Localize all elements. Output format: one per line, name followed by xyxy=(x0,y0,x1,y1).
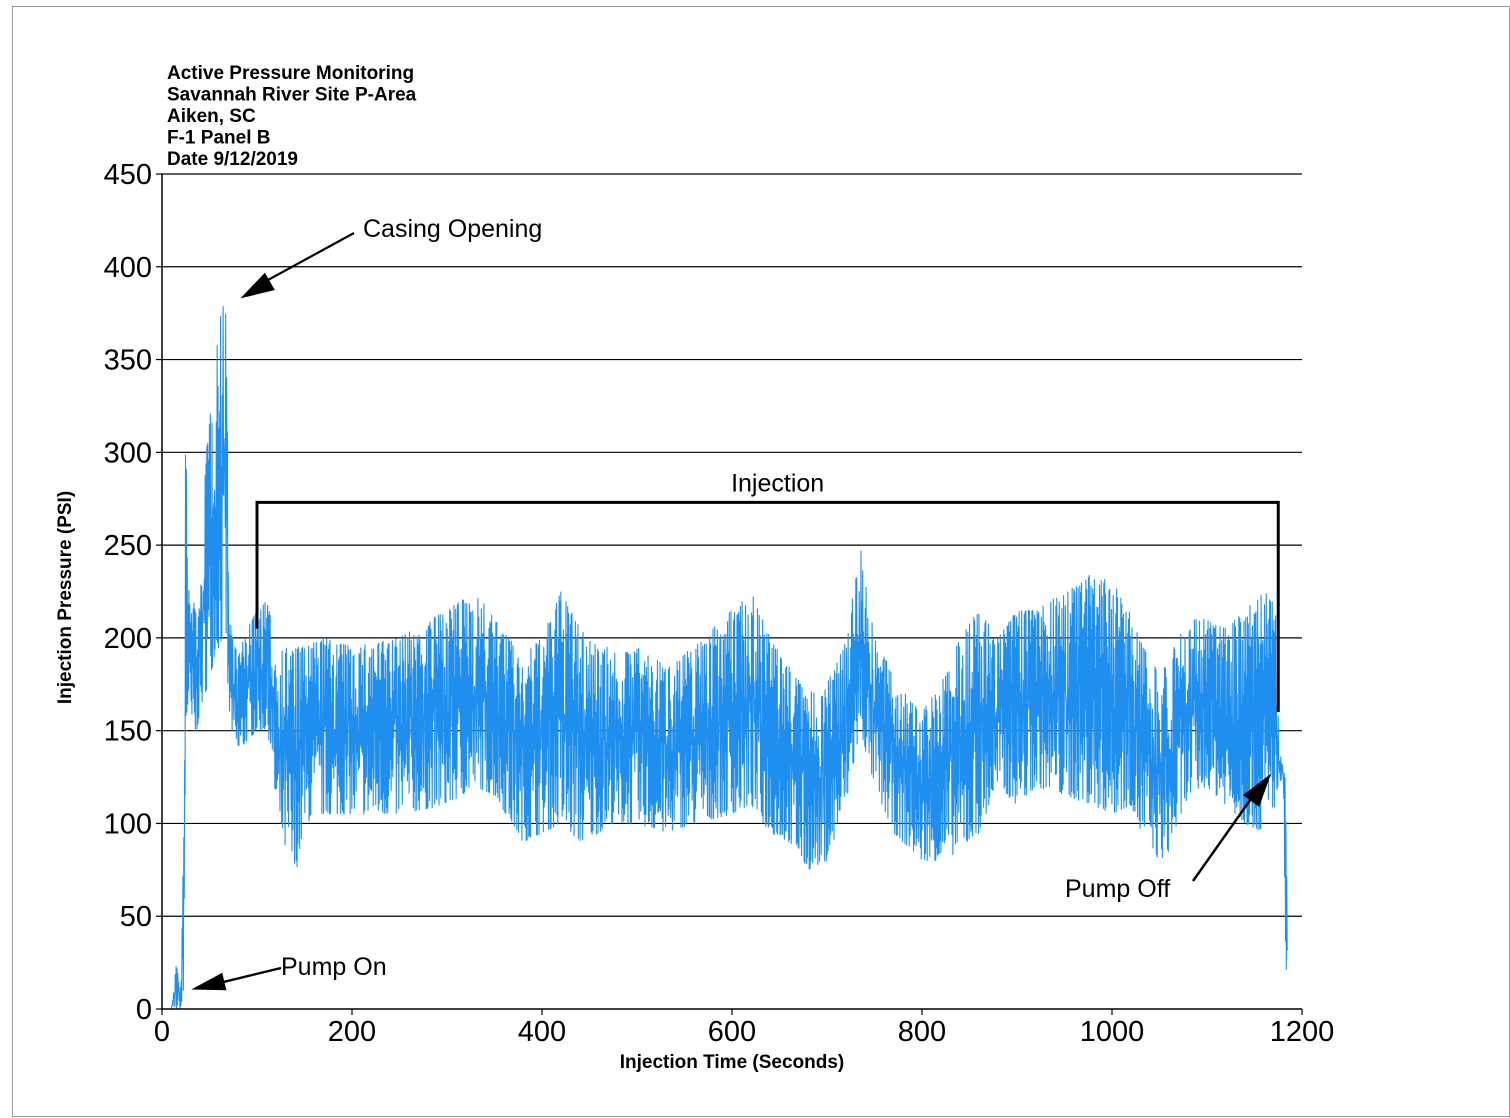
header-line-1: Active Pressure Monitoring xyxy=(167,63,414,84)
x-tick-label-600: 600 xyxy=(708,1016,756,1048)
y-tick-label-350: 350 xyxy=(104,345,152,377)
y-tick-label-250: 250 xyxy=(104,530,152,562)
pump-off-arrow-line xyxy=(1192,786,1261,882)
y-tick-label-50: 50 xyxy=(120,901,152,933)
x-tick-label-1000: 1000 xyxy=(1080,1016,1145,1048)
y-tick-label-400: 400 xyxy=(104,252,152,284)
header-line-3: Aiken, SC xyxy=(167,106,256,127)
tick-labels: 0 50 100 150 200 250 300 350 400 450 0 200 400 600 800… xyxy=(104,159,1335,1048)
y-tick-label-100: 100 xyxy=(104,808,152,840)
header-line-5: Date 9/12/2019 xyxy=(167,149,298,170)
y-tick-label-300: 300 xyxy=(104,437,152,469)
header-line-4: F-1 Panel B xyxy=(167,128,270,149)
x-tick-label-0: 0 xyxy=(154,1016,170,1048)
y-tick-label-450: 450 xyxy=(104,159,152,191)
annotations: Casing Opening Injection Pump On Pump Off xyxy=(191,215,1280,991)
casing-opening-arrow-head xyxy=(240,272,275,299)
y-tick-label-150: 150 xyxy=(104,716,152,748)
x-tick-label-1200: 1200 xyxy=(1270,1016,1335,1048)
y-tick-label-200: 200 xyxy=(104,623,152,655)
header-line-2: Savannah River Site P-Area xyxy=(167,85,417,106)
chart-frame: Active Pressure Monitoring Savannah River… xyxy=(12,6,1510,1117)
casing-opening-label: Casing Opening xyxy=(363,215,542,243)
pressure-series xyxy=(161,306,1289,1010)
x-tick-label-800: 800 xyxy=(898,1016,946,1048)
x-axis-label: Injection Time (Seconds) xyxy=(620,1052,845,1073)
pump-off-label: Pump Off xyxy=(1065,875,1170,903)
pressure-line xyxy=(161,306,1289,1010)
pump-off-arrow-head xyxy=(1243,773,1272,807)
pump-on-label: Pump On xyxy=(281,953,387,981)
casing-opening-arrow-line xyxy=(255,232,355,288)
injection-label: Injection xyxy=(731,469,824,497)
y-axis-label: Injection Pressure (PSI) xyxy=(55,491,76,704)
pump-on-arrow-head xyxy=(191,972,227,991)
x-tick-label-400: 400 xyxy=(518,1016,566,1048)
y-tick-label-0: 0 xyxy=(136,994,152,1026)
injection-bracket xyxy=(255,500,1280,713)
x-tick-label-200: 200 xyxy=(328,1016,376,1048)
